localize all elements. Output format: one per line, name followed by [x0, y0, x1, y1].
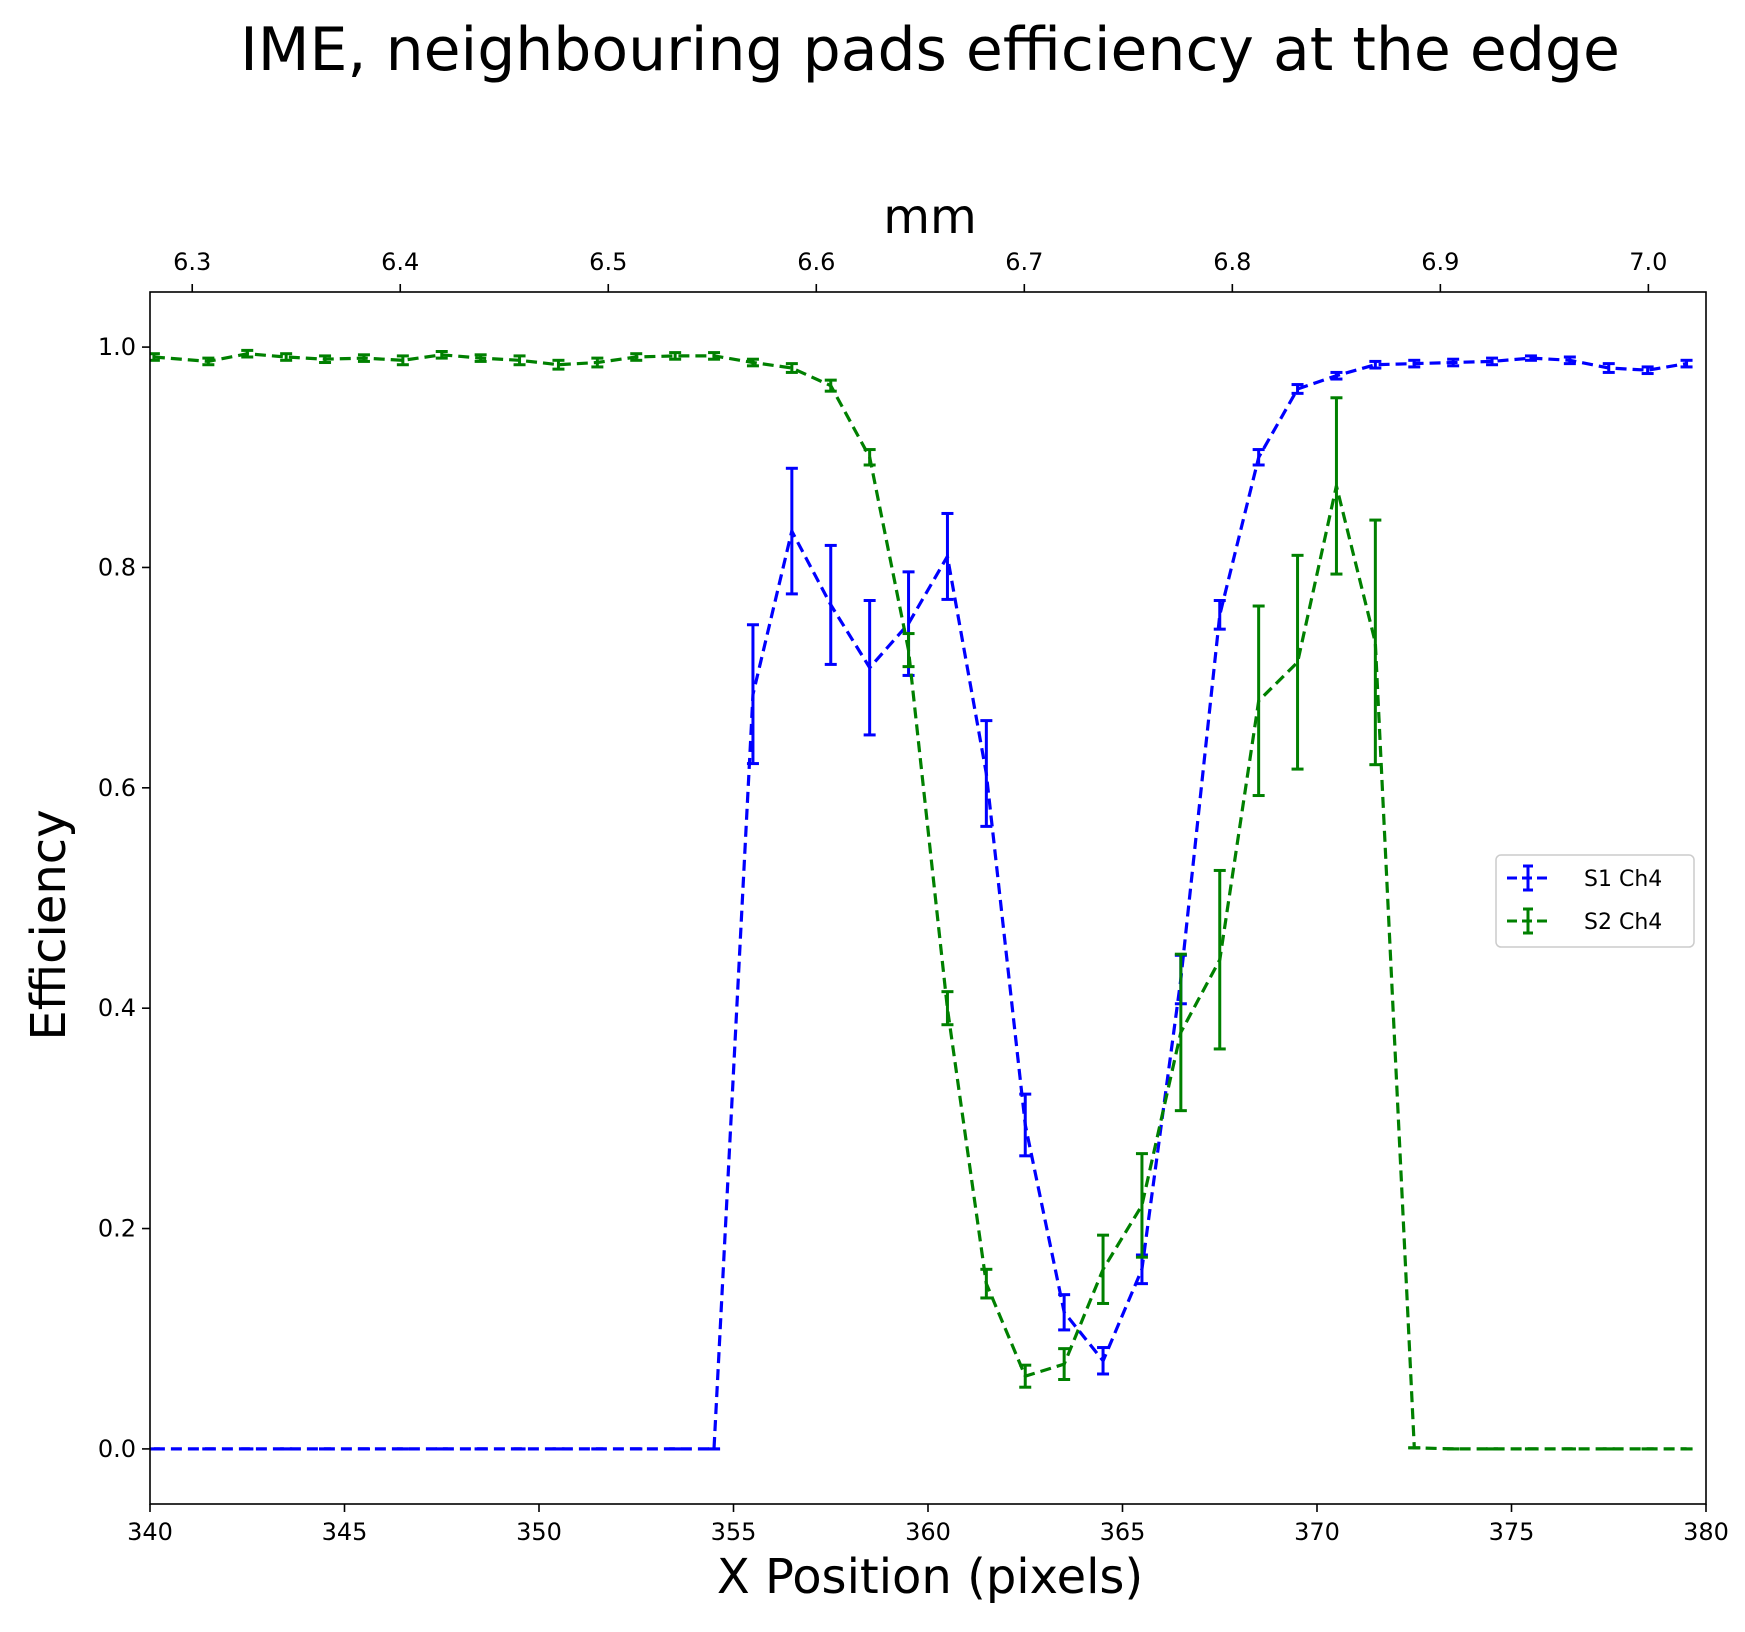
x-tick-label: 355 [711, 1518, 757, 1546]
data-point [863, 599, 876, 737]
data-point [1252, 604, 1265, 798]
plot-area [150, 348, 1693, 1451]
data-point [630, 352, 643, 362]
y-tick-label: 1.0 [98, 333, 136, 361]
x-tick-label: 380 [1683, 1518, 1729, 1546]
data-point [474, 353, 487, 363]
y-tick-label: 0.4 [98, 994, 136, 1022]
data-point [863, 448, 876, 467]
plot-frame [149, 291, 1707, 1505]
data-point [1330, 370, 1343, 381]
top-tick-label: 6.7 [1005, 248, 1043, 276]
data-point [1097, 1346, 1110, 1376]
x-tick-label: 370 [1294, 1518, 1340, 1546]
data-point [824, 543, 837, 666]
legend-entry: S2 Ch4 [1507, 907, 1662, 935]
top-tick-label: 6.6 [797, 248, 835, 276]
x-tick-label: 375 [1489, 1518, 1535, 1546]
x-tick-label: 345 [322, 1518, 368, 1546]
data-point [1213, 599, 1226, 631]
data-point [1058, 1293, 1071, 1332]
legend-label: S2 Ch4 [1584, 910, 1662, 935]
data-point [1097, 1233, 1110, 1305]
data-point [150, 352, 160, 362]
data-point [980, 1267, 993, 1300]
data-point [785, 362, 798, 374]
y-tick-label: 0.6 [98, 774, 136, 802]
legend-entry: S1 Ch4 [1507, 864, 1662, 892]
data-point [552, 358, 565, 371]
data-point [708, 351, 721, 361]
data-point [1135, 1152, 1148, 1259]
top-tick-label: 6.8 [1213, 248, 1251, 276]
data-point [1291, 383, 1304, 395]
data-point [357, 353, 370, 363]
data-point [202, 356, 215, 367]
series-2 [150, 348, 1693, 1451]
top-tick-label: 6.4 [381, 248, 419, 276]
data-point [669, 351, 682, 361]
axes-frame: 340 345 350 355 360 365 370 375 380 0.0 0.2 0.4 0.6 0… [98, 248, 1729, 1546]
series-1 [150, 354, 1693, 1451]
data-point [1019, 1092, 1032, 1158]
top-tick-label: 6.9 [1421, 248, 1459, 276]
data-point [1174, 952, 1187, 1113]
y-tick-label: 0.2 [98, 1215, 136, 1243]
data-point [1641, 365, 1654, 376]
data-point [785, 466, 798, 596]
data-point [1252, 448, 1265, 467]
data-point [396, 354, 409, 367]
data-point [1369, 518, 1382, 767]
top-tick-label: 6.3 [173, 248, 211, 276]
data-point [1213, 868, 1226, 1051]
x-tick-label: 350 [516, 1518, 562, 1546]
series-line [153, 356, 1687, 1451]
chart-title: IME, neighbouring pads efficiency at the… [240, 15, 1620, 85]
x-axis-label: X Position (pixels) [717, 1549, 1143, 1605]
data-point [746, 623, 759, 766]
data-point [1486, 356, 1499, 367]
data-point [1602, 362, 1615, 374]
top-tick-label: 6.5 [589, 248, 627, 276]
data-point [902, 632, 915, 669]
y-axis-label: Efficiency [21, 809, 77, 1040]
data-point [1447, 357, 1460, 368]
data-point [1408, 358, 1421, 369]
top-axis-label: mm [883, 189, 977, 245]
x-tick-label: 365 [1100, 1518, 1146, 1546]
data-point [280, 352, 293, 362]
data-point [435, 349, 448, 360]
data-point [1330, 396, 1343, 576]
data-point [941, 511, 954, 601]
data-point [746, 357, 759, 368]
data-point [1524, 354, 1537, 362]
data-point [1058, 1347, 1071, 1381]
data-point [1369, 359, 1382, 370]
data-point [1680, 358, 1693, 369]
top-tick-label: 7.0 [1629, 248, 1667, 276]
data-point [319, 354, 332, 365]
legend-label: S1 Ch4 [1584, 867, 1662, 892]
y-tick-label: 0.0 [98, 1435, 136, 1463]
data-point [513, 354, 526, 367]
data-point [1563, 355, 1576, 366]
data-point [591, 356, 604, 369]
data-point [1291, 553, 1304, 771]
x-tick-label: 340 [127, 1518, 173, 1546]
y-tick-label: 0.8 [98, 553, 136, 581]
data-point [980, 719, 993, 828]
x-tick-label: 360 [905, 1518, 951, 1546]
legend: S1 Ch4 S2 Ch4 [1495, 854, 1695, 948]
data-point [941, 990, 954, 1027]
data-point [824, 378, 837, 393]
data-point [241, 348, 254, 359]
series-line [153, 352, 1687, 1451]
data-point [1019, 1363, 1032, 1389]
